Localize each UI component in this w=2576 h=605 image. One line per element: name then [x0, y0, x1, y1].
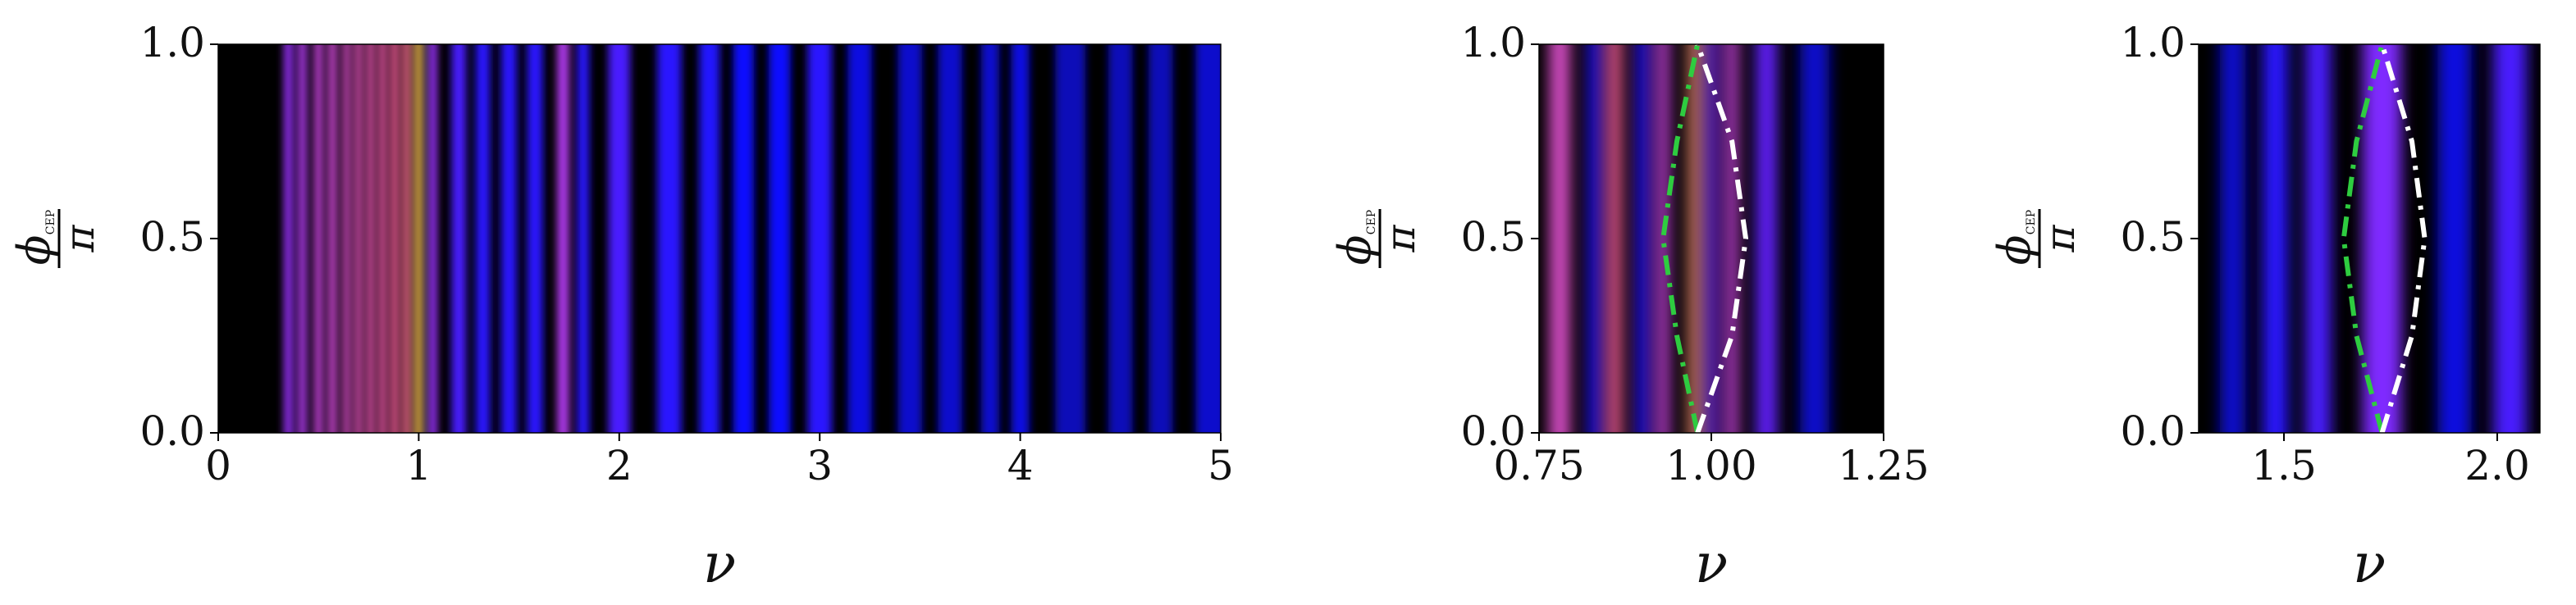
- stripe: [1549, 44, 1570, 433]
- x-tick-label: 1.00: [1665, 442, 1756, 489]
- stripe: [657, 44, 682, 433]
- curve: [2379, 44, 2428, 433]
- x-axis-label: ν: [2353, 532, 2386, 595]
- stripe: [1195, 44, 1221, 433]
- x-tick-label: 4: [1007, 442, 1034, 489]
- stripe: [379, 44, 386, 433]
- stripe: [415, 44, 422, 433]
- y-tick-label: 1.0: [139, 19, 205, 66]
- stripe: [2305, 44, 2332, 433]
- x-tick-label: 1.25: [1838, 442, 1929, 489]
- y-tick-label: 0.5: [139, 213, 205, 261]
- x-axis-label: ν: [1695, 532, 1728, 595]
- stripe: [354, 44, 363, 433]
- y-tick-label: 0.0: [139, 407, 205, 455]
- heatmap: [284, 44, 1221, 433]
- stripe: [807, 44, 832, 433]
- stripe: [557, 44, 569, 433]
- stripe: [451, 44, 467, 433]
- y-label-symbol: ϕ: [1989, 235, 2040, 266]
- stripe: [1149, 44, 1173, 433]
- stripe: [1656, 44, 1669, 433]
- stripes: [1549, 44, 1829, 433]
- y-label-denominator: π: [2036, 224, 2084, 252]
- stripe: [897, 44, 922, 433]
- stripe: [475, 44, 491, 433]
- y-tick-label: 0.0: [1460, 407, 1526, 455]
- stripe: [1725, 44, 1738, 433]
- x-tick-label: 0.75: [1493, 442, 1584, 489]
- stripe: [298, 44, 307, 433]
- stripe: [1587, 44, 1601, 433]
- stripe: [1608, 44, 1621, 433]
- x-tick-label: 2: [606, 442, 633, 489]
- stripe: [367, 44, 375, 433]
- x-tick-label: 5: [1208, 442, 1234, 489]
- y-label-denominator: π: [56, 224, 103, 252]
- heatmap: [2220, 44, 2527, 433]
- x-axis-label: ν: [703, 532, 736, 595]
- stripe: [314, 44, 323, 433]
- stripe: [2363, 44, 2401, 433]
- x-tick-label: 1.5: [2251, 442, 2317, 489]
- y-label-subscript: CEP: [2025, 210, 2038, 234]
- stripe: [1756, 44, 1777, 433]
- y-label-denominator: π: [1377, 224, 1424, 252]
- stripe: [2493, 44, 2527, 433]
- stripe: [699, 44, 720, 433]
- stripe: [2263, 44, 2289, 433]
- stripes: [284, 44, 1221, 433]
- stripe: [938, 44, 962, 433]
- stripe: [2437, 44, 2472, 433]
- stripe: [1011, 44, 1030, 433]
- curve: [1695, 44, 1749, 433]
- x-tick-label: 0: [205, 442, 231, 489]
- x-tick-label: 3: [806, 442, 833, 489]
- stripe: [608, 44, 630, 433]
- stripe: [1636, 44, 1649, 433]
- stripe: [733, 44, 754, 433]
- stripe: [847, 44, 872, 433]
- stripe: [2220, 44, 2246, 433]
- stripe: [1706, 44, 1717, 433]
- stripe: [1688, 44, 1700, 433]
- y-tick-label: 0.5: [2120, 213, 2185, 261]
- y-label-subscript: CEP: [44, 210, 57, 234]
- y-label-symbol: ϕ: [1329, 235, 1381, 266]
- stripe: [1108, 44, 1133, 433]
- stripes: [2220, 44, 2527, 433]
- stripe: [328, 44, 337, 433]
- stripe: [527, 44, 543, 433]
- y-label-subscript: CEP: [1365, 210, 1378, 234]
- stripe: [769, 44, 791, 433]
- y-label-symbol: ϕ: [8, 235, 60, 266]
- stripe: [391, 44, 399, 433]
- curve: [2341, 44, 2385, 433]
- y-tick-label: 1.0: [1460, 19, 1526, 66]
- stripe: [577, 44, 590, 433]
- heatmap: [1549, 44, 1829, 433]
- curve: [1660, 44, 1701, 433]
- stripe: [980, 44, 999, 433]
- y-tick-label: 0.5: [1460, 213, 1526, 261]
- x-tick-label: 1: [405, 442, 432, 489]
- x-tick-label: 2.0: [2464, 442, 2530, 489]
- y-tick-label: 0.0: [2120, 407, 2185, 455]
- stripe: [500, 44, 517, 433]
- stripe: [343, 44, 350, 433]
- stripe: [1055, 44, 1086, 433]
- stripe: [403, 44, 411, 433]
- y-tick-label: 1.0: [2120, 19, 2185, 66]
- stripe: [284, 44, 293, 433]
- stripe: [1800, 44, 1829, 433]
- stripe: [428, 44, 437, 433]
